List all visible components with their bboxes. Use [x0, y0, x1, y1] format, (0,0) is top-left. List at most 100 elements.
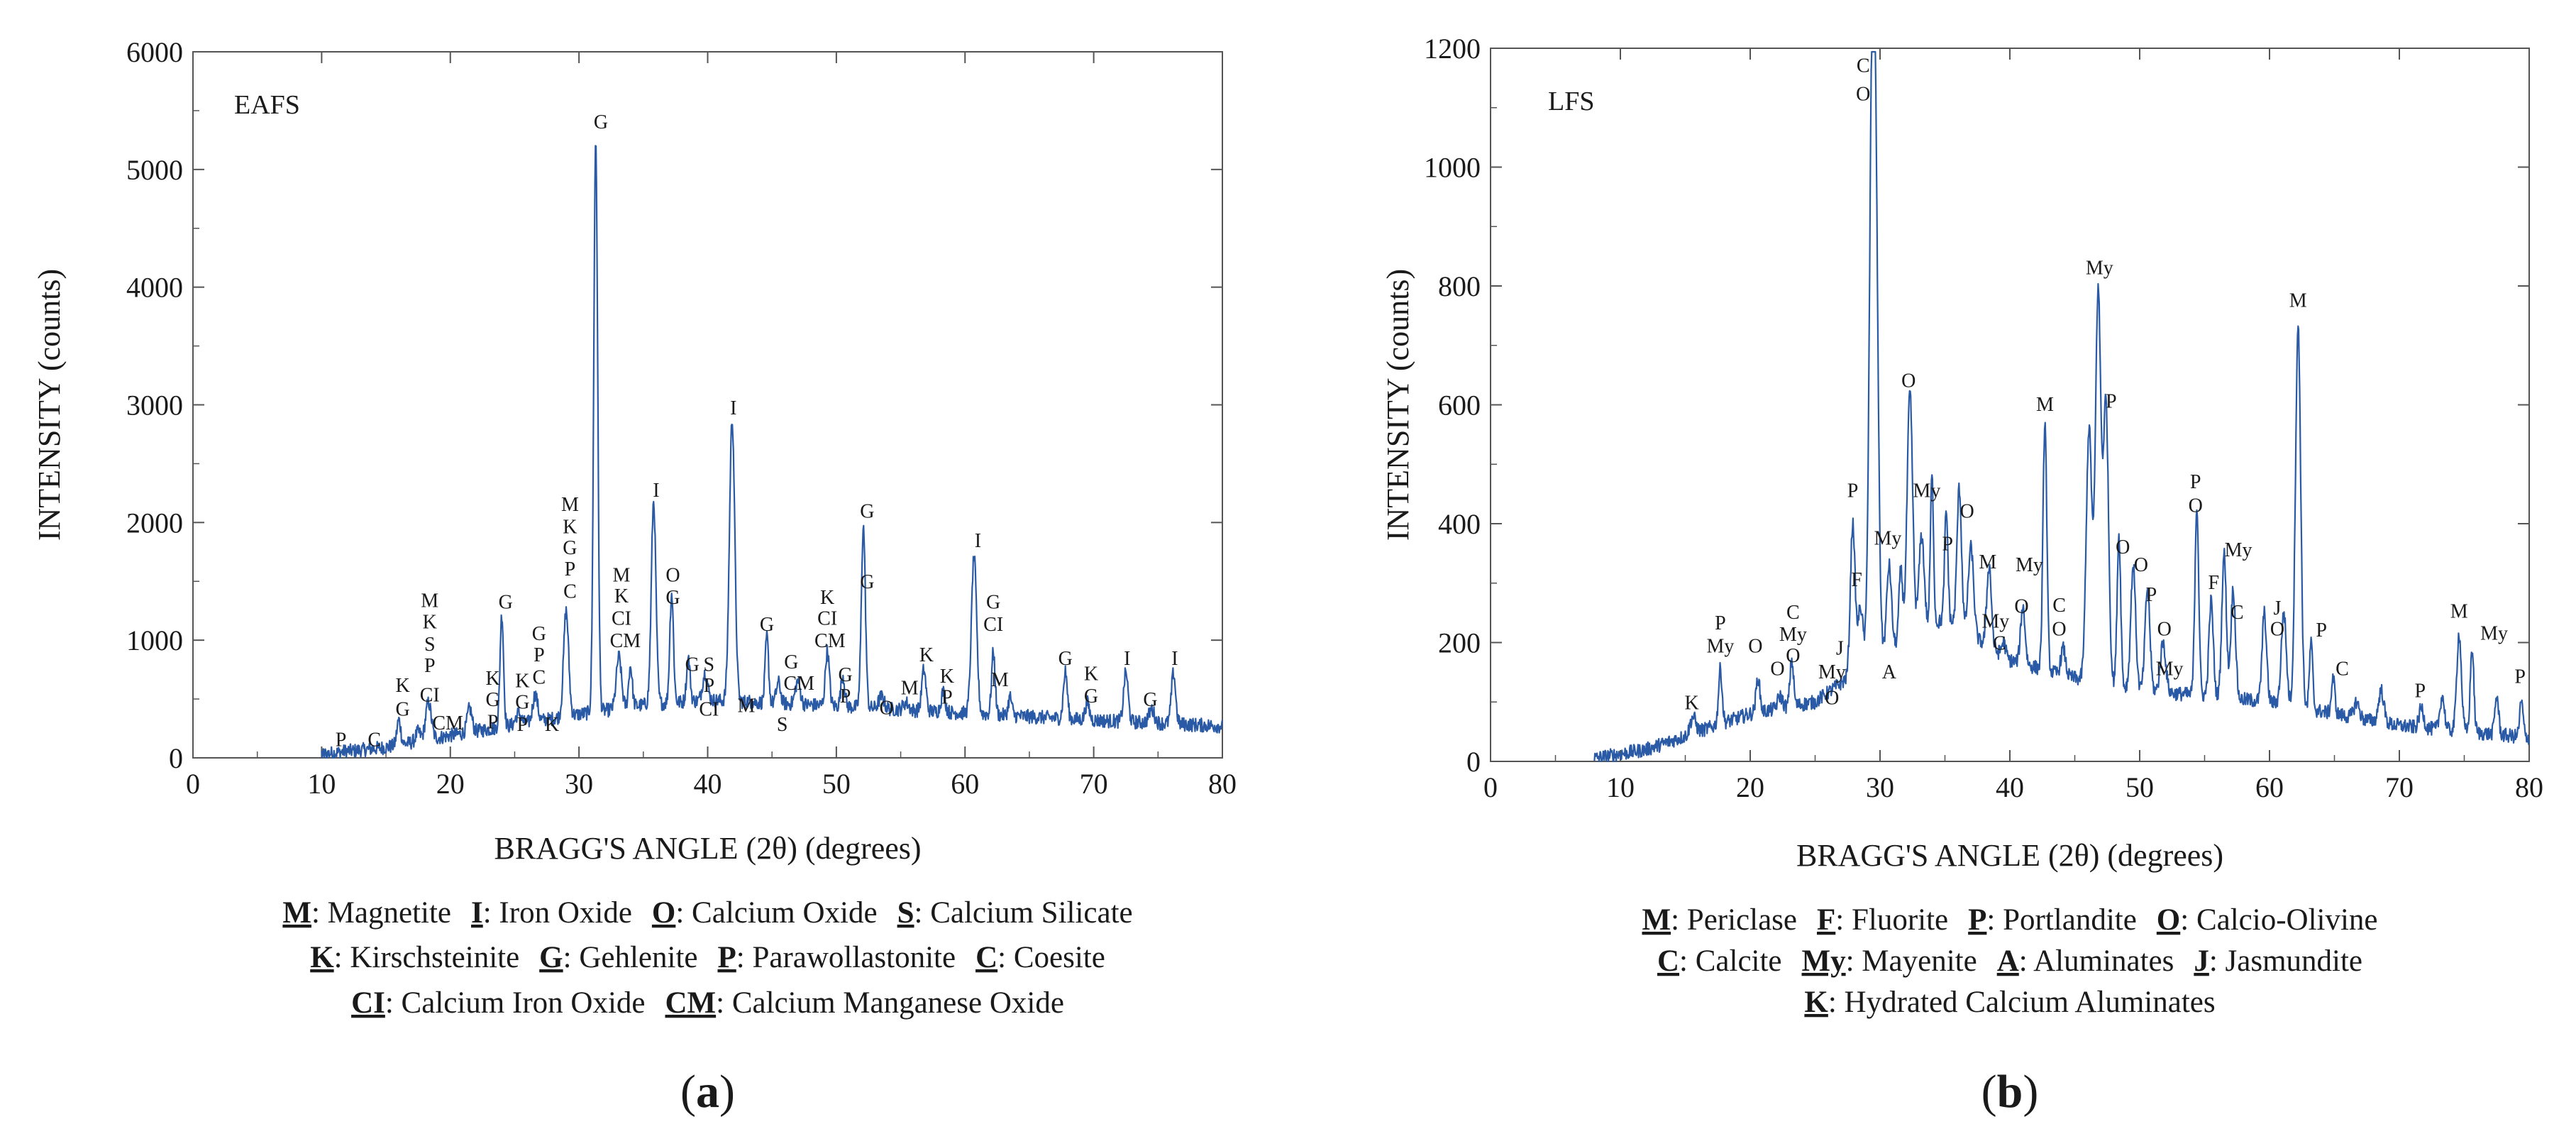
legend-description: : Coesite — [997, 941, 1105, 974]
legend-description: : Gehlenite — [563, 941, 698, 974]
peak-label: K — [614, 585, 629, 607]
y-tick-label: 6000 — [126, 36, 183, 68]
y-tick-label: 1000 — [126, 624, 183, 656]
peak-label: My — [1913, 480, 1940, 502]
peak-label: O — [1748, 636, 1762, 658]
peak-label: G — [499, 591, 513, 613]
peak-label: C — [1857, 55, 1870, 77]
peak-label: P — [424, 655, 436, 677]
peak-label: My — [2016, 554, 2043, 576]
legend-description: : Calcium Manganese Oxide — [716, 986, 1064, 1020]
peak-label: P — [1847, 480, 1859, 502]
peak-label: G — [1143, 689, 1157, 711]
peak-label: M — [613, 564, 631, 586]
peak-label: C — [1786, 602, 1800, 624]
peak-label: K — [919, 644, 934, 666]
peak-label: O — [1825, 688, 1839, 710]
peak-label: CI — [983, 614, 1003, 636]
peak-label: G — [838, 664, 852, 686]
x-tick-label: 30 — [565, 768, 593, 800]
x-tick-label: 40 — [1996, 771, 2024, 803]
legend-row: M: Magnetite I: Iron Oxide O: Calcium Oxid… — [282, 896, 1132, 930]
y-tick-label: 400 — [1438, 508, 1481, 540]
peak-label: G — [665, 587, 680, 609]
x-tick-label: 10 — [1606, 771, 1635, 803]
panel-b-lfs-chart: 0 10 20 30 40 50 60 70 80020040060080010001200BR… — [1381, 33, 2543, 1118]
peak-label: O — [2116, 536, 2130, 558]
peak-label: P — [2190, 471, 2201, 493]
peak-label: G — [860, 571, 874, 593]
peak-label: K — [820, 587, 834, 609]
y-tick-label: 200 — [1438, 627, 1481, 659]
peak-label: I — [1124, 648, 1130, 670]
peak-label: M — [2036, 394, 2054, 416]
x-tick-label: 20 — [1736, 771, 1764, 803]
legend-description: : Mayenite — [1846, 944, 1977, 978]
legend-description: : Magnetite — [311, 896, 451, 930]
peak-label: O — [879, 698, 893, 720]
peak-label: G — [860, 501, 874, 523]
peak-label: M — [2289, 290, 2307, 312]
peak-label: CI — [817, 608, 837, 630]
peak-label: G — [760, 614, 774, 636]
x-tick-label: 0 — [1483, 771, 1498, 803]
peak-label: M — [991, 669, 1009, 691]
legend-description: : Iron Oxide — [483, 896, 632, 930]
peak-label: K — [423, 612, 437, 634]
y-tick-label: 2000 — [126, 507, 183, 539]
legend-key: M — [282, 896, 311, 930]
peak-label: K — [563, 516, 577, 538]
legend-description: : Parawollastonite — [736, 941, 956, 974]
peak-label: P — [565, 558, 576, 580]
peak-label: M — [1979, 551, 1996, 573]
x-tick-label: 70 — [2385, 771, 2414, 803]
legend-description: : Fluorite — [1835, 903, 1948, 937]
legend-description: : Portlandite — [1986, 903, 2136, 937]
y-tick-label: 4000 — [126, 272, 183, 304]
y-tick-label: 3000 — [126, 390, 183, 422]
legend-key: P — [1968, 903, 1986, 937]
peak-label: CI — [612, 608, 631, 630]
peak-label: P — [517, 714, 529, 736]
x-tick-label: 60 — [951, 768, 979, 800]
legend-row: C: Calcite My: Mayenite A: Aluminates J: Ja… — [1657, 944, 2362, 978]
peak-label: F — [2209, 572, 2220, 594]
peak-label: P — [840, 685, 851, 707]
legend-description: : Periclase — [1671, 903, 1797, 937]
legend-description: : Kirschsteinite — [334, 941, 520, 974]
x-axis-label: BRAGG'S ANGLE (2θ) (degrees) — [494, 831, 921, 866]
legend-key: P — [717, 941, 736, 974]
peak-label: C — [367, 729, 381, 751]
legend-description: : Calcium Silicate — [914, 896, 1133, 930]
x-tick-label: 50 — [2126, 771, 2154, 803]
peak-label: G — [784, 651, 798, 673]
peak-label: My — [1818, 661, 1846, 683]
peak-label: P — [487, 712, 499, 734]
panel-label-letter: a — [696, 1066, 719, 1118]
panel-label-open-paren: ( — [1981, 1066, 1997, 1118]
data-line-EAFS — [321, 145, 1224, 759]
x-tick-label: 0 — [186, 768, 200, 800]
y-tick-label: 5000 — [126, 154, 183, 186]
peak-label: P — [2414, 681, 2426, 703]
peak-label: O — [1786, 645, 1800, 667]
peak-label: O — [1901, 370, 1916, 392]
peak-label: G — [1084, 685, 1098, 707]
legend-key: G — [539, 941, 563, 974]
y-tick-label: 0 — [1466, 746, 1481, 778]
x-tick-label: 20 — [436, 768, 465, 800]
x-tick-label: 80 — [1208, 768, 1237, 800]
peak-label: S — [424, 634, 436, 656]
panel-label-letter: b — [1997, 1066, 2023, 1118]
peak-label: M — [2450, 600, 2468, 622]
peak-label: My — [2480, 622, 2508, 644]
x-tick-label: 50 — [822, 768, 851, 800]
peak-label: S — [704, 654, 715, 676]
peak-label: G — [515, 691, 529, 713]
legend-description: : Jasmundite — [2209, 944, 2362, 978]
peak-label: My — [1779, 624, 1807, 646]
peak-label: O — [2189, 495, 2203, 517]
legend-description: : Calcium Oxide — [675, 896, 877, 930]
